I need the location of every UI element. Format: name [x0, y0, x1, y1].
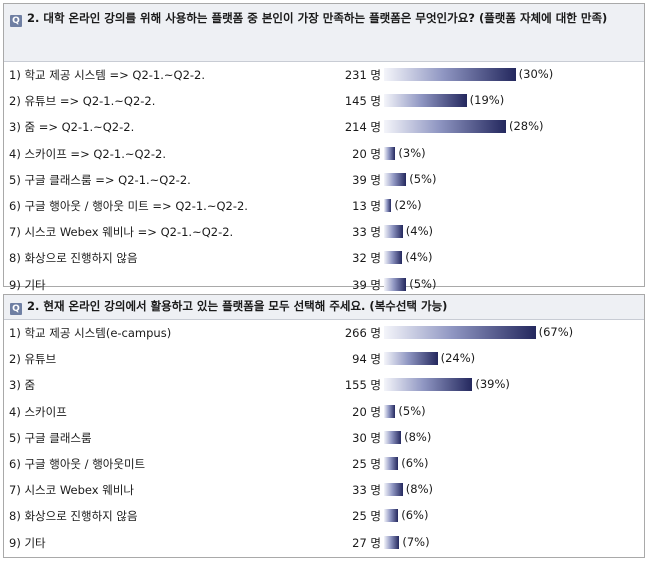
category-label: 1) 학교 제공 시스템(e-campus) — [9, 326, 172, 340]
percent-label: (39%) — [475, 377, 510, 392]
category-label: 3) 줌 => Q2-1.~Q2-2. — [9, 120, 135, 135]
count-label: 266 명 — [344, 326, 381, 340]
question-title: 2. 현재 온라인 강의에서 활용하고 있는 플랫폼을 모두 선택해 주세요. … — [27, 299, 448, 313]
category-label: 1) 학교 제공 시스템 => Q2-1.~Q2-2. — [9, 68, 206, 82]
bar — [384, 457, 399, 470]
count-label: 25 명 — [352, 509, 381, 524]
count-label: 39 명 — [352, 172, 381, 187]
bar-row: 6) 구글 행아웃 / 행아웃미트 25 명 (6%) — [4, 453, 644, 477]
count-label: 214 명 — [344, 120, 381, 135]
count-label: 20 명 — [352, 146, 381, 161]
bar-row: 8) 화상으로 진행하지 않음 32 명 (4%) — [4, 247, 644, 271]
count-label: 20 명 — [352, 404, 381, 419]
question-header: Q 2. 현재 온라인 강의에서 활용하고 있는 플랫폼을 모두 선택해 주세요.… — [4, 295, 644, 320]
count-label: 13 명 — [352, 199, 381, 213]
bar — [384, 277, 407, 291]
bar — [384, 509, 399, 523]
bar — [384, 172, 407, 186]
bar-row: 7) 시스코 Webex 웨비나 => Q2-1.~Q2-2. 33 명 (4%) — [4, 221, 644, 245]
percent-label: (28%) — [508, 119, 544, 134]
percent-label: (24%) — [440, 351, 476, 366]
percent-label: (4%) — [405, 250, 433, 265]
category-label: 2) 유튜브 — [9, 352, 57, 367]
category-label: 3) 줌 — [9, 378, 36, 393]
bar — [384, 535, 400, 549]
bar-row: 5) 구글 클래스룸 => Q2-1.~Q2-2. 39 명 (5%) — [4, 169, 644, 193]
bar — [384, 146, 396, 160]
category-label: 4) 스카이프 — [9, 404, 67, 419]
category-label: 6) 구글 행아웃 / 행아웃미트 — [9, 457, 146, 471]
category-label: 2) 유튜브 => Q2-1.~Q2-2. — [9, 94, 156, 109]
category-label: 8) 화상으로 진행하지 않음 — [9, 509, 138, 524]
percent-label: (6%) — [401, 508, 429, 523]
percent-label: (6%) — [401, 456, 429, 470]
bar — [384, 68, 516, 81]
bar — [384, 326, 536, 339]
bar-row: 3) 줌 155 명 (39%) — [4, 374, 644, 398]
category-label: 8) 화상으로 진행하지 않음 — [9, 251, 138, 266]
count-label: 25 명 — [352, 457, 381, 471]
count-label: 39 명 — [352, 277, 381, 292]
bar — [384, 404, 396, 418]
percent-label: (8%) — [404, 429, 432, 444]
category-label: 4) 스카이프 => Q2-1.~Q2-2. — [9, 146, 166, 161]
percent-label: (5%) — [409, 276, 437, 291]
count-label: 32 명 — [352, 251, 381, 266]
bar-row: 2) 유튜브 94 명 (24%) — [4, 348, 644, 372]
bar-row: 1) 학교 제공 시스템 => Q2-1.~Q2-2. 231 명 (30%) — [4, 64, 644, 88]
q-badge-icon: Q — [10, 303, 22, 315]
count-label: 231 명 — [344, 68, 381, 82]
category-label: 5) 구글 클래스룸 — [9, 430, 92, 445]
bar — [384, 378, 473, 392]
category-label: 9) 기타 — [9, 535, 46, 550]
count-label: 30 명 — [352, 430, 381, 445]
category-label: 6) 구글 행아웃 / 행아웃 미트 => Q2-1.~Q2-2. — [9, 199, 248, 213]
bar-row: 1) 학교 제공 시스템(e-campus) 266 명 (67%) — [4, 322, 644, 346]
count-label: 145 명 — [344, 94, 381, 109]
bar-row: 8) 화상으로 진행하지 않음 25 명 (6%) — [4, 505, 644, 529]
bar-row: 4) 스카이프 20 명 (5%) — [4, 401, 644, 425]
bar-row: 9) 기타 27 명 (7%) — [4, 532, 644, 556]
count-label: 27 명 — [352, 535, 381, 550]
percent-label: (7%) — [402, 534, 430, 549]
percent-label: (30%) — [518, 67, 554, 81]
percent-label: (5%) — [398, 403, 426, 418]
question-panel-2: Q 2. 현재 온라인 강의에서 활용하고 있는 플랫폼을 모두 선택해 주세요.… — [3, 294, 645, 558]
category-label: 7) 시스코 Webex 웨비나 => Q2-1.~Q2-2. — [9, 225, 234, 240]
bar-row: 3) 줌 => Q2-1.~Q2-2. 214 명 (28%) — [4, 116, 644, 140]
category-label: 5) 구글 클래스룸 => Q2-1.~Q2-2. — [9, 172, 191, 187]
bar — [384, 199, 392, 212]
category-label: 7) 시스코 Webex 웨비나 — [9, 483, 134, 498]
bar — [384, 483, 403, 497]
count-label: 33 명 — [352, 483, 381, 498]
percent-label: (8%) — [405, 482, 434, 497]
count-label: 155 명 — [344, 378, 381, 393]
bar — [384, 352, 438, 366]
bar — [384, 251, 403, 265]
percent-label: (5%) — [409, 171, 437, 186]
bar — [384, 225, 403, 239]
bar-row: 5) 구글 클래스룸 30 명 (8%) — [4, 427, 644, 451]
percent-label: (4%) — [405, 224, 434, 239]
bar-row: 6) 구글 행아웃 / 행아웃 미트 => Q2-1.~Q2-2. 13 명 (2%… — [4, 195, 644, 219]
q-badge-icon: Q — [10, 15, 22, 27]
count-label: 94 명 — [352, 352, 381, 367]
question-header: Q 2. 대학 온라인 강의를 위해 사용하는 플랫폼 중 본인이 가장 만족하는… — [4, 4, 644, 62]
bar — [384, 430, 402, 444]
bar-row: 7) 시스코 Webex 웨비나 33 명 (8%) — [4, 479, 644, 503]
percent-label: (19%) — [469, 93, 505, 108]
bar-row: 4) 스카이프 => Q2-1.~Q2-2. 20 명 (3%) — [4, 143, 644, 167]
question-title: 2. 대학 온라인 강의를 위해 사용하는 플랫폼 중 본인이 가장 만족하는 … — [27, 11, 608, 25]
count-label: 33 명 — [352, 225, 381, 240]
percent-label: (67%) — [538, 325, 574, 339]
bar-row: 2) 유튜브 => Q2-1.~Q2-2. 145 명 (19%) — [4, 90, 644, 114]
bar — [384, 120, 506, 134]
category-label: 9) 기타 — [9, 277, 46, 292]
percent-label: (2%) — [394, 198, 422, 212]
percent-label: (3%) — [398, 145, 426, 160]
question-panel-1: Q 2. 대학 온라인 강의를 위해 사용하는 플랫폼 중 본인이 가장 만족하는… — [3, 3, 645, 292]
bar-row: 9) 기타 39 명 (5%) — [4, 274, 644, 298]
bar — [384, 94, 467, 108]
